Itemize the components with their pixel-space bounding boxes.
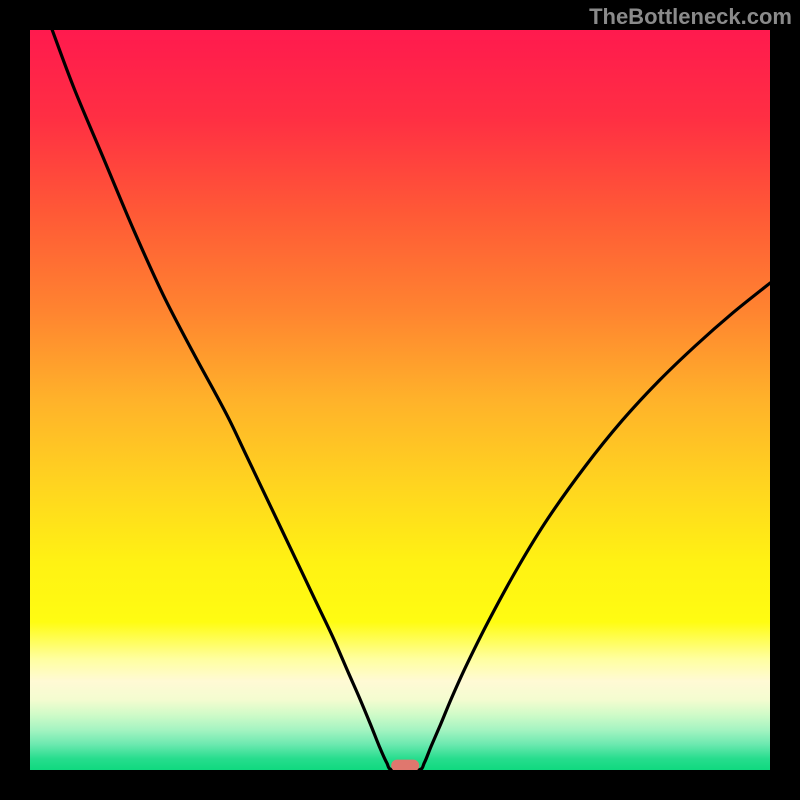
watermark-text: TheBottleneck.com	[589, 4, 792, 30]
chart-container: TheBottleneck.com	[0, 0, 800, 800]
target-marker	[391, 760, 419, 772]
bottleneck-chart	[0, 0, 800, 800]
chart-plot-bg	[30, 30, 770, 770]
